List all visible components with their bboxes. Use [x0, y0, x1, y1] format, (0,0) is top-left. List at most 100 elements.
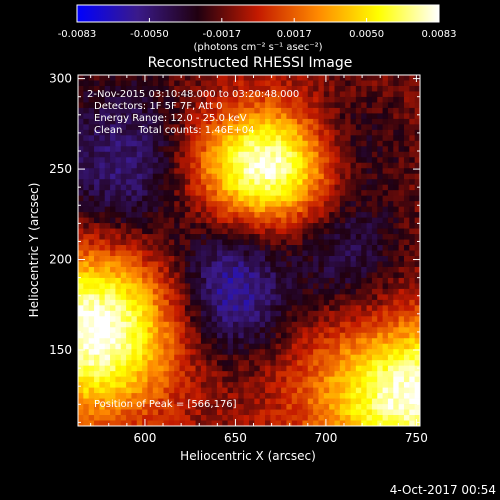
heatmap-pixel — [216, 91, 223, 98]
heatmap-pixel — [329, 420, 335, 427]
heatmap-pixel — [323, 277, 330, 284]
heatmap-pixel — [339, 332, 346, 339]
heatmap-pixel — [110, 245, 116, 251]
heatmap-pixel — [313, 371, 319, 378]
heatmap-pixel — [158, 113, 164, 120]
heatmap-pixel — [265, 201, 271, 208]
heatmap-pixel — [249, 261, 255, 268]
heatmap-pixel — [254, 266, 261, 273]
heatmap-pixel — [387, 135, 394, 142]
heatmap-pixel — [104, 146, 111, 153]
heatmap-pixel — [232, 206, 239, 213]
heatmap-pixel — [339, 360, 346, 367]
heatmap-pixel — [227, 190, 234, 197]
heatmap-pixel — [211, 223, 218, 229]
heatmap-pixel — [307, 382, 314, 389]
heatmap-pixel — [414, 288, 421, 295]
heatmap-pixel — [110, 294, 116, 301]
heatmap-pixel — [147, 272, 154, 279]
heatmap-pixel — [152, 206, 159, 213]
heatmap-pixel — [94, 277, 100, 284]
heatmap-pixel — [409, 365, 416, 372]
heatmap-pixel — [195, 299, 202, 306]
heatmap-pixel — [265, 387, 271, 394]
heatmap-pixel — [174, 294, 180, 301]
heatmap-pixel — [94, 168, 100, 175]
heatmap-pixel — [307, 354, 314, 361]
heatmap-pixel — [302, 277, 309, 284]
heatmap-pixel — [136, 398, 143, 405]
heatmap-pixel — [174, 398, 180, 405]
heatmap-pixel — [382, 239, 389, 246]
heatmap-pixel — [323, 288, 330, 295]
heatmap-pixel — [211, 157, 218, 164]
heatmap-pixel — [222, 85, 229, 92]
heatmap-pixel — [104, 75, 111, 81]
heatmap-pixel — [307, 217, 314, 224]
heatmap-pixel — [152, 228, 159, 235]
heatmap-pixel — [403, 190, 410, 197]
heatmap-pixel — [329, 266, 335, 273]
heatmap-pixel — [216, 179, 223, 186]
heatmap-pixel — [190, 118, 196, 125]
heatmap-pixel — [147, 239, 154, 246]
heatmap-pixel — [318, 349, 325, 356]
heatmap-pixel — [329, 129, 335, 136]
heatmap-pixel — [398, 288, 405, 295]
heatmap-pixel — [99, 332, 106, 339]
heatmap-pixel — [307, 184, 314, 191]
heatmap-pixel — [163, 168, 170, 175]
heatmap-pixel — [339, 398, 346, 405]
heatmap-pixel — [302, 140, 309, 147]
heatmap-pixel — [307, 239, 314, 246]
heatmap-pixel — [286, 228, 293, 235]
heatmap-pixel — [83, 91, 90, 98]
heatmap-pixel — [313, 310, 319, 317]
heatmap-pixel — [254, 310, 261, 317]
heatmap-pixel — [265, 168, 271, 175]
heatmap-pixel — [126, 151, 132, 158]
heatmap-pixel — [200, 338, 207, 345]
heatmap-pixel — [361, 195, 367, 202]
heatmap-pixel — [104, 393, 111, 399]
heatmap-pixel — [120, 223, 127, 229]
heatmap-pixel — [184, 387, 191, 394]
heatmap-pixel — [313, 195, 319, 202]
heatmap-pixel — [88, 157, 95, 164]
heatmap-pixel — [361, 371, 367, 378]
heatmap-pixel — [302, 217, 309, 224]
heatmap-pixel — [265, 332, 271, 339]
heatmap-pixel — [232, 283, 239, 290]
heatmap-pixel — [120, 157, 127, 164]
heatmap-pixel — [398, 157, 405, 164]
heatmap-pixel — [350, 365, 357, 372]
heatmap-pixel — [414, 168, 421, 175]
heatmap-pixel — [243, 129, 250, 136]
heatmap-pixel — [211, 184, 218, 191]
heatmap-pixel — [329, 398, 335, 405]
heatmap-pixel — [104, 415, 111, 421]
heatmap-pixel — [184, 343, 191, 350]
heatmap-pixel — [329, 217, 335, 224]
heatmap-pixel — [200, 393, 207, 399]
heatmap-pixel — [366, 228, 373, 235]
heatmap-pixel — [168, 168, 175, 175]
heatmap-pixel — [313, 157, 319, 164]
heatmap-pixel — [297, 250, 303, 257]
heatmap-pixel — [131, 272, 138, 279]
heatmap-pixel — [291, 212, 298, 218]
heatmap-pixel — [275, 146, 282, 153]
heatmap-pixel — [265, 228, 271, 235]
heatmap-pixel — [297, 299, 303, 306]
heatmap-pixel — [222, 382, 229, 389]
heatmap-pixel — [206, 288, 212, 295]
heatmap-pixel — [345, 371, 351, 378]
heatmap-pixel — [339, 404, 346, 410]
heatmap-pixel — [270, 173, 277, 180]
heatmap-pixel — [232, 195, 239, 202]
heatmap-pixel — [313, 91, 319, 98]
heatmap-pixel — [142, 245, 148, 251]
heatmap-pixel — [275, 332, 282, 339]
heatmap-pixel — [136, 96, 143, 103]
heatmap-pixel — [190, 250, 196, 257]
